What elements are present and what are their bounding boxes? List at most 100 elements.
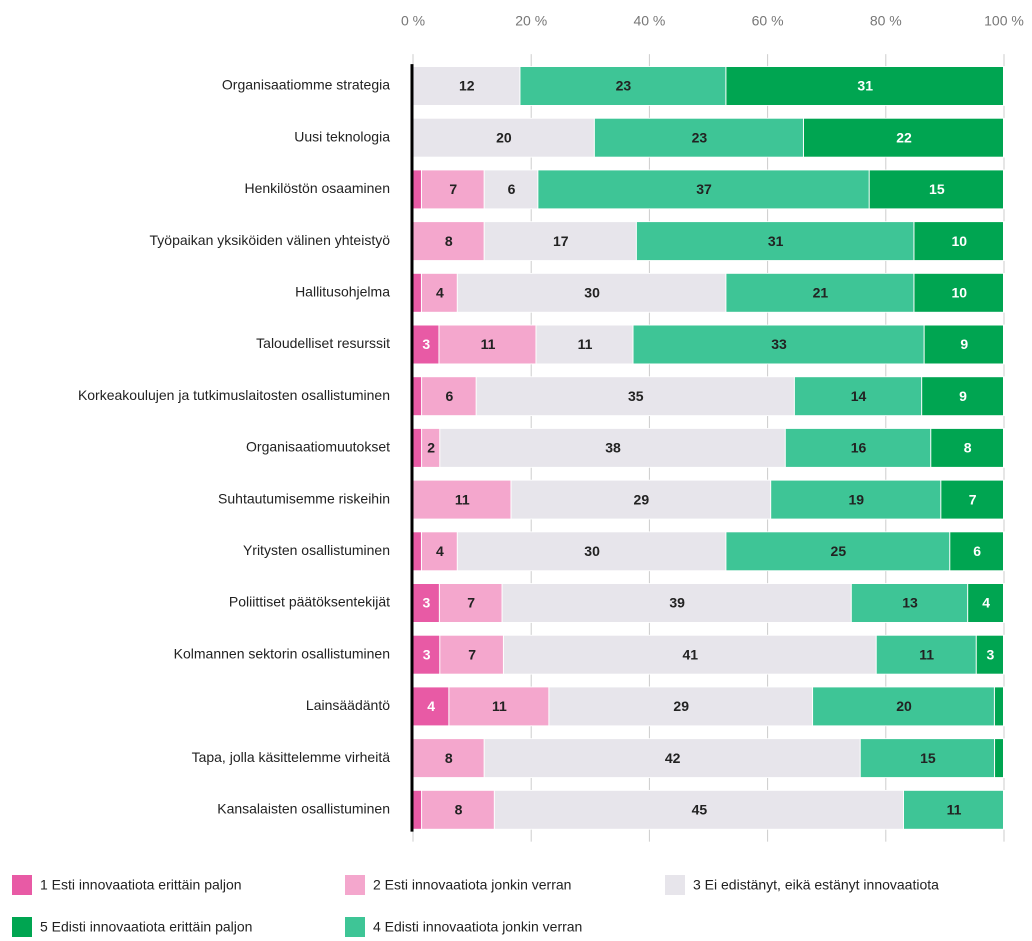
bar-segment — [502, 584, 851, 622]
legend-label: 2 Esti innovaatiota jonkin verran — [373, 877, 571, 893]
segment-label: 4 — [427, 698, 435, 714]
segment-label: 31 — [768, 233, 784, 249]
bar-segment — [794, 377, 922, 416]
bar-segment — [413, 584, 439, 622]
segment-label: 11 — [919, 646, 934, 662]
bar-segment — [449, 687, 549, 726]
legend-swatch — [12, 875, 32, 895]
bar-segment — [413, 170, 421, 209]
legend-swatch — [345, 875, 365, 895]
segment-label: 39 — [669, 595, 685, 611]
bar-segment — [421, 170, 484, 209]
category-label: Poliittiset päätöksentekijät — [229, 594, 390, 610]
segment-label: 16 — [851, 440, 867, 456]
segment-label: 33 — [771, 336, 787, 352]
segment-label: 23 — [692, 129, 708, 145]
bar-segment — [813, 687, 994, 726]
category-label: Tapa, jolla käsittelemme virheitä — [192, 749, 391, 765]
bar-segment — [520, 67, 726, 105]
segment-label: 45 — [692, 802, 708, 818]
bar-segment — [851, 584, 968, 622]
bar-segment — [726, 273, 914, 312]
segment-label: 3 — [423, 646, 431, 662]
bar-segment — [995, 739, 1003, 778]
bar-segment — [484, 170, 538, 209]
bar-segment — [941, 480, 1003, 519]
bar-segment — [484, 222, 636, 261]
segment-label: 42 — [665, 750, 681, 766]
category-label: Yritysten osallistuminen — [243, 542, 390, 558]
bar-segment — [636, 222, 914, 261]
bar-segment — [633, 325, 924, 364]
segment-label: 30 — [584, 285, 600, 301]
bar-segment — [914, 222, 1003, 261]
bar-segment — [860, 739, 995, 778]
legend-label: 5 Edisti innovaatiota erittäin paljon — [40, 919, 252, 935]
bar-segment — [422, 377, 476, 416]
segment-label: 7 — [468, 646, 476, 662]
bar-segment — [726, 67, 1003, 105]
segment-label: 7 — [449, 181, 457, 197]
x-tick-label: 100 % — [984, 13, 1024, 29]
category-label: Uusi teknologia — [294, 128, 390, 144]
segment-label: 9 — [960, 336, 968, 352]
legend-label: 4 Edisti innovaatiota jonkin verran — [373, 919, 582, 935]
bar-segment — [413, 273, 421, 312]
segment-label: 21 — [813, 285, 829, 301]
x-tick-label: 0 % — [401, 13, 425, 29]
category-label: Hallitusohjelma — [295, 284, 390, 300]
segment-label: 7 — [467, 595, 475, 611]
bar-segment — [950, 532, 1003, 571]
bar-segment — [422, 428, 440, 467]
segment-label: 20 — [896, 698, 912, 714]
legend-label: 1 Esti innovaatiota erittäin paljon — [40, 877, 242, 893]
segment-label: 13 — [902, 595, 918, 611]
bar-segment — [413, 325, 439, 364]
segment-label: 37 — [696, 181, 712, 197]
segment-label: 3 — [423, 595, 431, 611]
bar-segment — [594, 118, 803, 157]
category-label: Organisaatiomuutokset — [246, 439, 390, 455]
segment-label: 6 — [445, 388, 453, 404]
segment-label: 9 — [959, 388, 967, 404]
segment-label: 10 — [951, 285, 967, 301]
segment-label: 29 — [673, 698, 689, 714]
bar-segment — [440, 428, 785, 467]
bar-segment — [803, 118, 1003, 157]
segment-label: 4 — [436, 285, 444, 301]
segment-label: 11 — [578, 336, 593, 352]
bar-segment — [457, 273, 726, 312]
segment-label: 11 — [492, 698, 507, 714]
segment-label: 35 — [628, 388, 644, 404]
bar-segment — [457, 532, 726, 571]
segment-label: 8 — [445, 233, 453, 249]
bar-segment — [968, 584, 1003, 622]
bar-segment — [931, 428, 1003, 467]
segment-label: 2 — [427, 440, 435, 456]
bar-segment — [914, 273, 1003, 312]
segment-label: 15 — [929, 181, 945, 197]
category-label: Työpaikan yksiköiden välinen yhteistyö — [150, 232, 391, 248]
x-tick-label: 40 % — [633, 13, 665, 29]
segment-label: 6 — [973, 543, 981, 559]
category-label: Korkeakoulujen ja tutkimuslaitosten osal… — [78, 387, 390, 403]
segment-label: 10 — [951, 233, 967, 249]
bar-segment — [439, 325, 536, 364]
segment-label: 29 — [634, 491, 650, 507]
bar-segment — [903, 790, 1003, 829]
bar-segment — [976, 635, 1003, 674]
bar-segment — [439, 584, 502, 622]
segment-label: 23 — [616, 78, 632, 94]
bar-segment — [538, 170, 869, 209]
segment-label: 11 — [455, 491, 470, 507]
legend-swatch — [12, 917, 32, 937]
segment-label: 8 — [964, 440, 972, 456]
bar-segment — [876, 635, 976, 674]
bar-segment — [413, 635, 440, 674]
category-label: Lainsäädäntö — [306, 697, 390, 713]
legend-swatch — [345, 917, 365, 937]
segment-label: 4 — [436, 543, 444, 559]
category-label: Henkilöstön osaaminen — [244, 180, 390, 196]
segment-label: 22 — [896, 129, 912, 145]
x-tick-label: 80 % — [870, 13, 902, 29]
